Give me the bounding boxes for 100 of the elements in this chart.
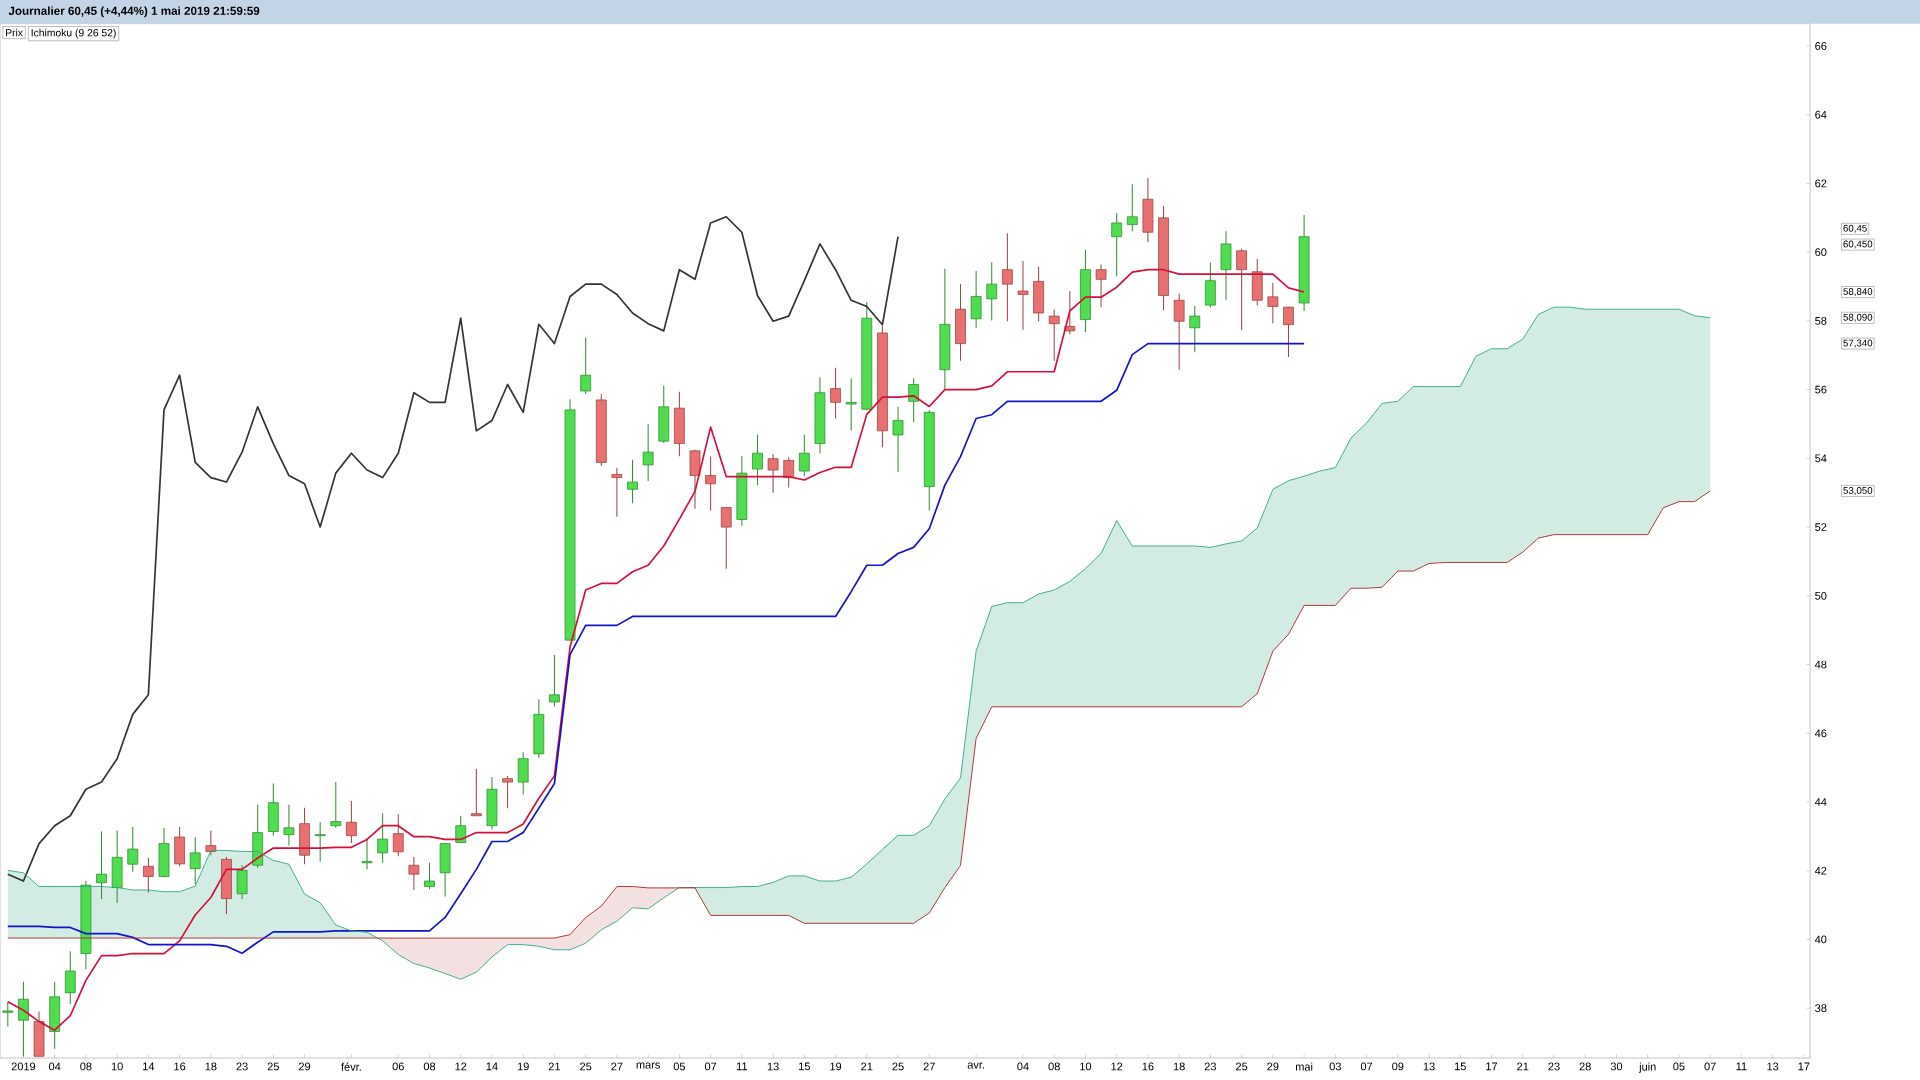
- candlestick: [970, 270, 982, 329]
- y-tick-label: 62: [1815, 179, 1827, 188]
- x-tick-label: 06: [392, 1062, 404, 1071]
- x-tick-label: mai: [1295, 1062, 1313, 1071]
- candlestick: [1283, 306, 1294, 358]
- candlestick: [892, 406, 904, 473]
- x-tick-label: 14: [143, 1062, 155, 1071]
- y-tick-label: 44: [1814, 798, 1827, 806]
- x-tick-label: juin: [1638, 1062, 1656, 1073]
- x-tick-label: 21: [548, 1062, 561, 1071]
- x-tick-label: 19: [517, 1062, 529, 1071]
- candlestick: [502, 775, 513, 809]
- x-tick-label: 17: [1798, 1062, 1810, 1071]
- candlestick: [408, 856, 420, 891]
- x-tick-label: 09: [1392, 1062, 1404, 1071]
- candlestick: [1048, 309, 1060, 362]
- x-tick-label: 29: [1267, 1062, 1279, 1071]
- x-tick-label: 13: [1767, 1062, 1779, 1071]
- candlestick: [189, 836, 201, 885]
- candlestick: [1111, 212, 1123, 278]
- x-tick-label: 12: [1111, 1062, 1123, 1071]
- x-tick-label: 27: [923, 1062, 935, 1071]
- candlestick: [346, 800, 357, 844]
- candlestick: [627, 459, 638, 504]
- x-tick-label: 23: [1204, 1062, 1217, 1071]
- candlestick: [767, 453, 779, 494]
- y-tick-label: 60: [1815, 248, 1827, 257]
- x-tick-label: 25: [1236, 1062, 1248, 1071]
- x-tick-label: 27: [611, 1062, 623, 1071]
- candlestick: [1267, 282, 1279, 324]
- candlestick: [2, 1001, 14, 1027]
- candlestick: [783, 456, 795, 489]
- x-tick-label: 16: [1142, 1062, 1154, 1071]
- candlestick: [377, 812, 389, 864]
- candlestick: [752, 434, 763, 486]
- y-tick-label: 48: [1814, 660, 1827, 669]
- x-tick-label: 18: [205, 1062, 217, 1071]
- candlestick: [549, 654, 560, 707]
- x-tick-label: 11: [1736, 1062, 1747, 1071]
- x-tick-label: 16: [174, 1062, 186, 1071]
- x-tick-label: 08: [1048, 1062, 1060, 1071]
- candlestick: [798, 434, 810, 477]
- candlestick: [142, 857, 154, 894]
- x-tick-label: 14: [486, 1062, 498, 1071]
- candlestick: [720, 506, 732, 570]
- candlestick: [96, 831, 107, 900]
- x-tick-label: 04: [1017, 1062, 1029, 1071]
- x-tick-label: 17: [1486, 1062, 1498, 1071]
- candlestick: [392, 813, 404, 857]
- x-tick-label: 08: [423, 1062, 436, 1071]
- y-tick-label: 52: [1815, 523, 1827, 531]
- text: 60,450: [1843, 240, 1873, 249]
- x-tick-label: 29: [298, 1062, 311, 1071]
- y-tick-label: 40: [1814, 935, 1827, 944]
- candlestick: [1095, 264, 1107, 308]
- x-tick-label: 19: [830, 1062, 842, 1071]
- candlestick: [330, 781, 342, 829]
- candlestick: [470, 768, 482, 817]
- x-tick-label: 05: [673, 1062, 686, 1071]
- text: 53,050: [1843, 486, 1873, 495]
- candlestick: [424, 862, 435, 890]
- y-tick-label: 50: [1815, 591, 1827, 600]
- x-tick-label: 15: [799, 1062, 810, 1071]
- line-series: [6, 215, 899, 882]
- candlestick: [236, 864, 248, 900]
- candlestick: [1236, 247, 1248, 331]
- y-tick-label: 64: [1815, 110, 1827, 119]
- x-tick-label: 07: [1704, 1062, 1716, 1071]
- x-tick-label: mars: [636, 1062, 660, 1069]
- candlestick: [283, 804, 295, 847]
- candlestick: [611, 467, 623, 518]
- candlestick: [314, 821, 326, 863]
- text: 58,840: [1843, 288, 1873, 297]
- y-tick-label: 58: [1815, 317, 1827, 325]
- x-tick-label: 12: [455, 1062, 467, 1071]
- annotation: Ichimoku (9 26 52): [31, 28, 116, 39]
- candlestick: [361, 837, 373, 870]
- x-tick-label: avr.: [967, 1062, 984, 1069]
- x-tick-label: 23: [1548, 1062, 1560, 1071]
- candlestick: [830, 367, 841, 420]
- x-tick-label: 18: [1173, 1062, 1185, 1071]
- x-tick-label: févr.: [341, 1062, 361, 1071]
- x-tick-label: 28: [1579, 1062, 1591, 1071]
- x-tick-label: 03: [1329, 1062, 1341, 1071]
- x-tick-label: 13: [1423, 1062, 1435, 1071]
- annotation: Prix: [6, 28, 23, 37]
- y-tick-label: 66: [1815, 42, 1827, 50]
- y-tick-label: 46: [1814, 729, 1827, 738]
- candlestick: [1001, 232, 1013, 322]
- y-tick-label: 42: [1814, 866, 1827, 875]
- candlestick: [642, 423, 654, 482]
- candlestick: [845, 377, 857, 432]
- text: 57,340: [1843, 339, 1873, 348]
- candlestick: [18, 981, 29, 1057]
- candlestick: [705, 455, 716, 512]
- candlestick: [580, 336, 592, 395]
- x-tick-label: 10: [111, 1062, 123, 1071]
- x-tick-label: 2019: [11, 1062, 36, 1071]
- x-tick-label: 21: [1517, 1062, 1529, 1071]
- text: 60,45: [1843, 224, 1867, 233]
